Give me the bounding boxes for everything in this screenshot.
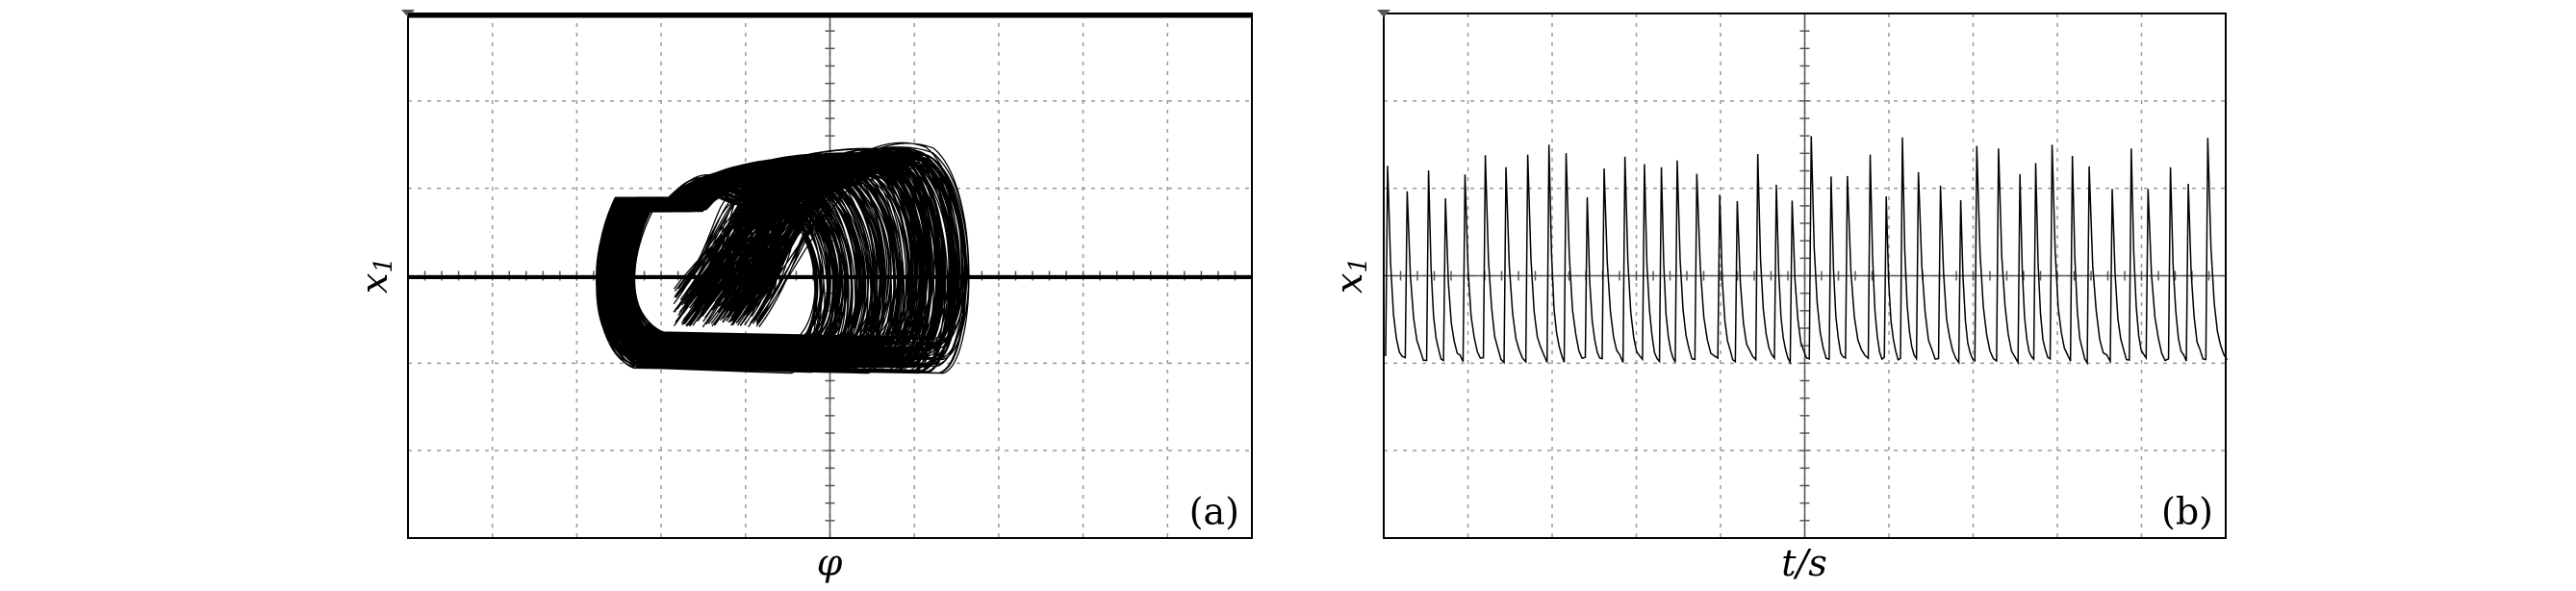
- attractor: [596, 141, 970, 374]
- scope-screen: [401, 10, 1253, 539]
- y-label-sub: 1: [1344, 257, 1373, 273]
- x-label-text: t/s: [1781, 542, 1827, 584]
- y-label-sub: 1: [370, 257, 398, 273]
- marker: [1377, 10, 1390, 17]
- y-label-main: x: [353, 273, 395, 294]
- panel-tag: (a): [1189, 491, 1239, 533]
- frame: [1383, 13, 2227, 539]
- x-axis-label: φ: [817, 542, 843, 584]
- x-axis-label: t/s: [1781, 542, 1827, 584]
- waveform: [1385, 136, 2229, 366]
- y-axis-label: x1: [353, 257, 399, 294]
- panel-tag: (b): [2161, 491, 2213, 533]
- scope-screen: [1377, 10, 2229, 539]
- y-axis-label: x1: [1328, 257, 1374, 294]
- y-label-main: x: [1328, 273, 1370, 294]
